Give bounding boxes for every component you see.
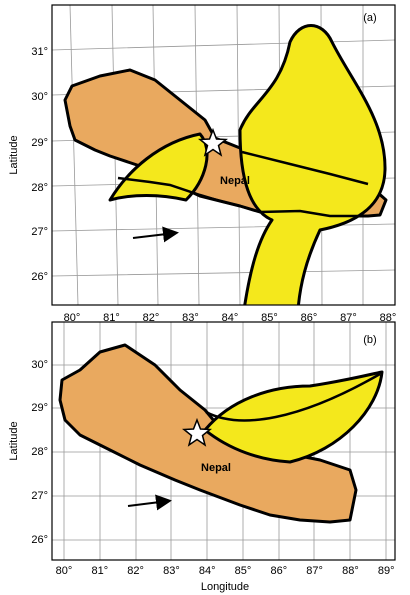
longitude-label: 84° — [199, 565, 216, 577]
latitude-label: 28° — [31, 446, 48, 458]
map-panel-b — [52, 322, 395, 560]
latitude-label: 30° — [31, 359, 48, 371]
longitude-label: 81° — [91, 565, 108, 577]
place-label: Nepal — [201, 462, 231, 474]
panel-frame — [51, 4, 396, 306]
longitude-label: 83° — [163, 565, 180, 577]
longitude-label: 82° — [143, 312, 160, 324]
zone-east — [238, 24, 387, 305]
panel-frame — [51, 321, 396, 561]
zone-east — [203, 370, 384, 464]
longitude-label: 87° — [340, 312, 357, 324]
latitude-label: 28° — [31, 182, 48, 194]
longitude-label: 80° — [64, 312, 81, 324]
longitude-label: 84° — [222, 312, 239, 324]
latitude-label: 27° — [31, 226, 48, 238]
longitude-label: 89° — [378, 565, 395, 577]
latitude-label: 26° — [31, 534, 48, 546]
zone-west — [108, 132, 209, 202]
panel-label: (a) — [363, 12, 376, 24]
axis-title: Latitude — [8, 135, 20, 174]
longitude-label: 87° — [306, 565, 323, 577]
panel-label: (b) — [363, 334, 376, 346]
epicenter-star — [181, 417, 213, 447]
latitude-label: 29° — [31, 402, 48, 414]
longitude-label: 81° — [103, 312, 120, 324]
longitude-label: 86° — [301, 312, 318, 324]
longitude-label: 82° — [127, 565, 144, 577]
latitude-label: 30° — [31, 91, 48, 103]
longitude-label: 88° — [342, 565, 359, 577]
place-label: Nepal — [220, 175, 250, 187]
latitude-label: 27° — [31, 490, 48, 502]
epicenter-star — [197, 127, 229, 157]
map-panel-a — [52, 5, 395, 305]
latitude-label: 31° — [31, 46, 48, 58]
longitude-label: 88° — [380, 312, 397, 324]
latitude-label: 26° — [31, 271, 48, 283]
direction-arrow — [127, 494, 172, 511]
longitude-label: 86° — [270, 565, 287, 577]
longitude-label: 80° — [56, 565, 73, 577]
longitude-label: 83° — [182, 312, 199, 324]
longitude-label: 85° — [235, 565, 252, 577]
latitude-label: 29° — [31, 137, 48, 149]
direction-arrow — [132, 226, 179, 243]
axis-title: Longitude — [201, 581, 249, 593]
longitude-label: 85° — [261, 312, 278, 324]
axis-title: Latitude — [8, 421, 20, 460]
